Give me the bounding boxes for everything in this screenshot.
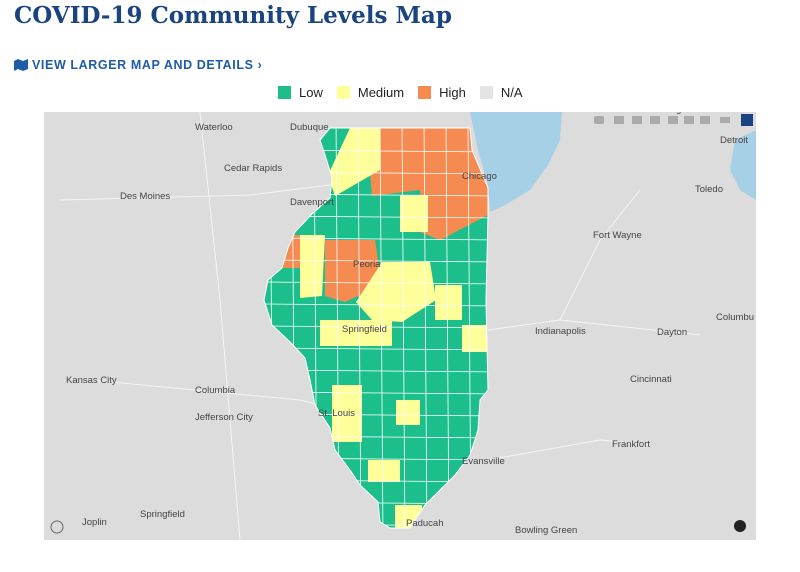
city-label: Indianapolis: [535, 326, 586, 337]
city-label: Kansas City: [66, 375, 117, 386]
city-label: Frankfort: [612, 439, 650, 450]
legend-label: N/A: [500, 85, 523, 100]
city-label: Cedar Rapids: [224, 163, 282, 174]
legend-swatch: [418, 86, 432, 99]
legend-swatch: [278, 86, 291, 99]
city-label: Dubuque: [290, 122, 329, 133]
county-area: [370, 128, 488, 240]
county-area: [328, 128, 380, 196]
city-label: Chicago: [462, 171, 497, 182]
city-label: Columbia: [195, 385, 236, 396]
city-label: St. Louis: [318, 408, 355, 419]
city-label: Detroit: [720, 135, 748, 146]
legend-swatch: [336, 86, 350, 99]
city-label: Des Moines: [120, 191, 170, 202]
legend: Low Medium High N/A: [278, 85, 523, 100]
map-icon: [14, 59, 28, 71]
map-link[interactable]: VIEW LARGER MAP AND DETAILS ›: [14, 58, 262, 72]
city-label: Springfield: [342, 324, 387, 335]
map: Waterloo Dubuque Cedar Rapids Des Moines Dav…: [44, 112, 756, 540]
county-area: [435, 285, 462, 320]
city-label: Waterloo: [195, 122, 233, 133]
title: COVID-19 Community Levels Map: [14, 2, 452, 29]
attribution-button[interactable]: [50, 520, 64, 534]
legend-swatch: [479, 86, 493, 99]
city-label: Paducah: [406, 518, 444, 529]
city-label: Bowling Green: [515, 525, 577, 536]
city-label: Peoria: [353, 259, 381, 270]
city-label: Dayton: [657, 327, 687, 338]
county-area: [400, 195, 428, 232]
roads: [59, 112, 701, 540]
legend-label: Low: [299, 85, 323, 100]
city-label: Springfield: [140, 509, 185, 520]
info-button[interactable]: [734, 520, 746, 532]
lake-michigan: [470, 112, 562, 212]
county-area: [356, 262, 436, 322]
lake: [730, 130, 756, 200]
city-label: Fort Wayne: [593, 230, 642, 241]
county-area: [332, 385, 362, 442]
city-label: Cincinnati: [630, 374, 672, 385]
map-toolbar[interactable]: [594, 114, 753, 126]
county-area: [462, 325, 488, 352]
link-text[interactable]: VIEW LARGER MAP AND DETAILS ›: [32, 58, 263, 72]
legend-item: Medium: [336, 85, 405, 100]
city-label: Toledo: [695, 184, 723, 195]
legend-label: High: [439, 85, 466, 100]
legend-item: High: [418, 85, 466, 100]
city-label: Lansing: [648, 112, 681, 115]
county-area: [300, 235, 325, 298]
city-label: Columbu: [716, 312, 754, 323]
legend-label: Medium: [357, 85, 405, 100]
legend-item: N/A: [479, 85, 523, 100]
county-area: [396, 400, 420, 425]
legend-item: Low: [278, 85, 323, 100]
county-area: [368, 460, 400, 482]
city-label: Jefferson City: [195, 412, 253, 423]
city-label: Evansville: [462, 456, 505, 467]
city-label: Joplin: [82, 517, 107, 528]
city-label: Davenport: [290, 197, 334, 208]
